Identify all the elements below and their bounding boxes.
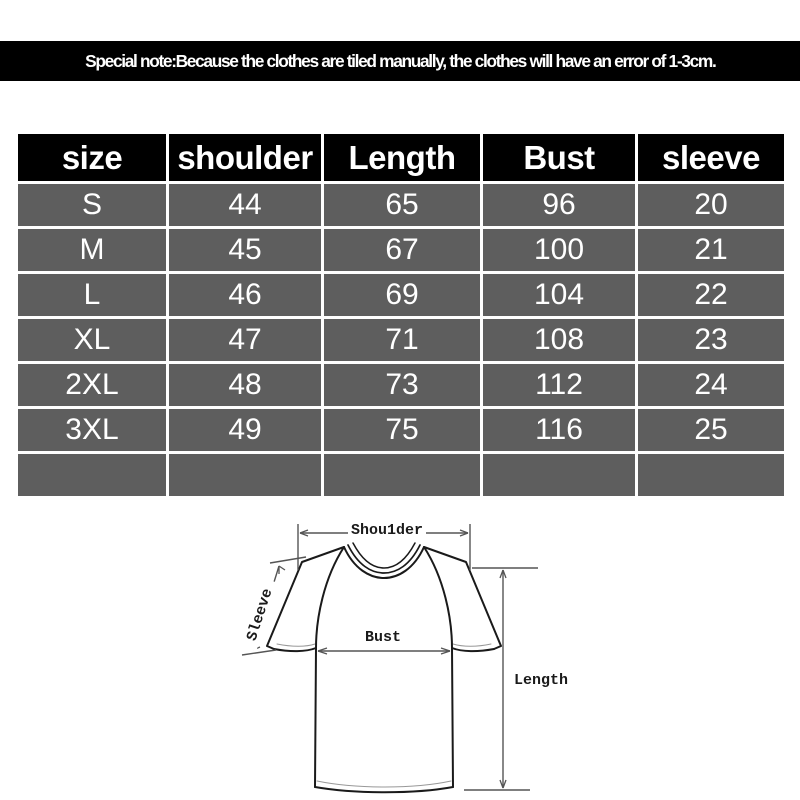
cell-bust — [483, 454, 635, 496]
cell-size: L — [18, 274, 166, 316]
cell-shoulder: 47 — [169, 319, 321, 361]
length-label: Length — [514, 672, 568, 689]
sleeve-label-group: Sleeve — [239, 577, 279, 652]
table-row: M 45 67 100 21 — [18, 229, 784, 271]
size-chart-body: S 44 65 96 20 M 45 67 100 21 L 46 69 104… — [18, 184, 784, 496]
cell-shoulder: 46 — [169, 274, 321, 316]
cell-shoulder: 44 — [169, 184, 321, 226]
column-header-size: size — [18, 134, 166, 181]
column-header-sleeve: sleeve — [638, 134, 784, 181]
shoulder-label: Shou1der — [351, 522, 423, 539]
table-row: S 44 65 96 20 — [18, 184, 784, 226]
cell-bust: 108 — [483, 319, 635, 361]
cell-shoulder: 49 — [169, 409, 321, 451]
cell-size — [18, 454, 166, 496]
cell-size: M — [18, 229, 166, 271]
cell-bust: 100 — [483, 229, 635, 271]
column-header-shoulder: shoulder — [169, 134, 321, 181]
cell-shoulder — [169, 454, 321, 496]
size-chart-header: size shoulder Length Bust sleeve — [18, 134, 784, 181]
cell-length: 73 — [324, 364, 480, 406]
shoulder-label-backdrop — [348, 521, 426, 539]
cell-sleeve: 21 — [638, 229, 784, 271]
cell-bust: 112 — [483, 364, 635, 406]
bust-label-backdrop — [354, 628, 412, 646]
table-header-row: size shoulder Length Bust sleeve — [18, 134, 784, 181]
tshirt-measurement-diagram: Shou1der Sleeve Bust Leng — [220, 500, 610, 800]
cell-size: S — [18, 184, 166, 226]
bust-dimension-line — [317, 647, 451, 655]
cell-shoulder: 48 — [169, 364, 321, 406]
cell-length: 75 — [324, 409, 480, 451]
special-note-text: Special note:Because the clothes are til… — [84, 50, 717, 71]
size-chart-table: size shoulder Length Bust sleeve S 44 65… — [15, 131, 787, 499]
cell-length: 71 — [324, 319, 480, 361]
cell-sleeve: 20 — [638, 184, 784, 226]
tshirt-outline-icon — [266, 542, 502, 794]
cell-bust: 96 — [483, 184, 635, 226]
cell-length — [324, 454, 480, 496]
table-row: 2XL 48 73 112 24 — [18, 364, 784, 406]
table-row: XL 47 71 108 23 — [18, 319, 784, 361]
length-dimension-line — [464, 567, 538, 791]
cell-sleeve: 25 — [638, 409, 784, 451]
table-row: L 46 69 104 22 — [18, 274, 784, 316]
cell-shoulder: 45 — [169, 229, 321, 271]
cell-length: 69 — [324, 274, 480, 316]
column-header-bust: Bust — [483, 134, 635, 181]
special-note-banner: Special note:Because the clothes are til… — [0, 41, 800, 81]
cell-sleeve: 23 — [638, 319, 784, 361]
cell-length: 67 — [324, 229, 480, 271]
table-row: 3XL 49 75 116 25 — [18, 409, 784, 451]
sleeve-label-backdrop — [239, 577, 279, 652]
cell-size: 3XL — [18, 409, 166, 451]
cell-sleeve: 22 — [638, 274, 784, 316]
cell-size: XL — [18, 319, 166, 361]
table-row-blank — [18, 454, 784, 496]
cell-size: 2XL — [18, 364, 166, 406]
cell-sleeve: 24 — [638, 364, 784, 406]
cell-bust: 104 — [483, 274, 635, 316]
column-header-length: Length — [324, 134, 480, 181]
cell-length: 65 — [324, 184, 480, 226]
cell-bust: 116 — [483, 409, 635, 451]
bust-label: Bust — [365, 629, 401, 646]
cell-sleeve — [638, 454, 784, 496]
